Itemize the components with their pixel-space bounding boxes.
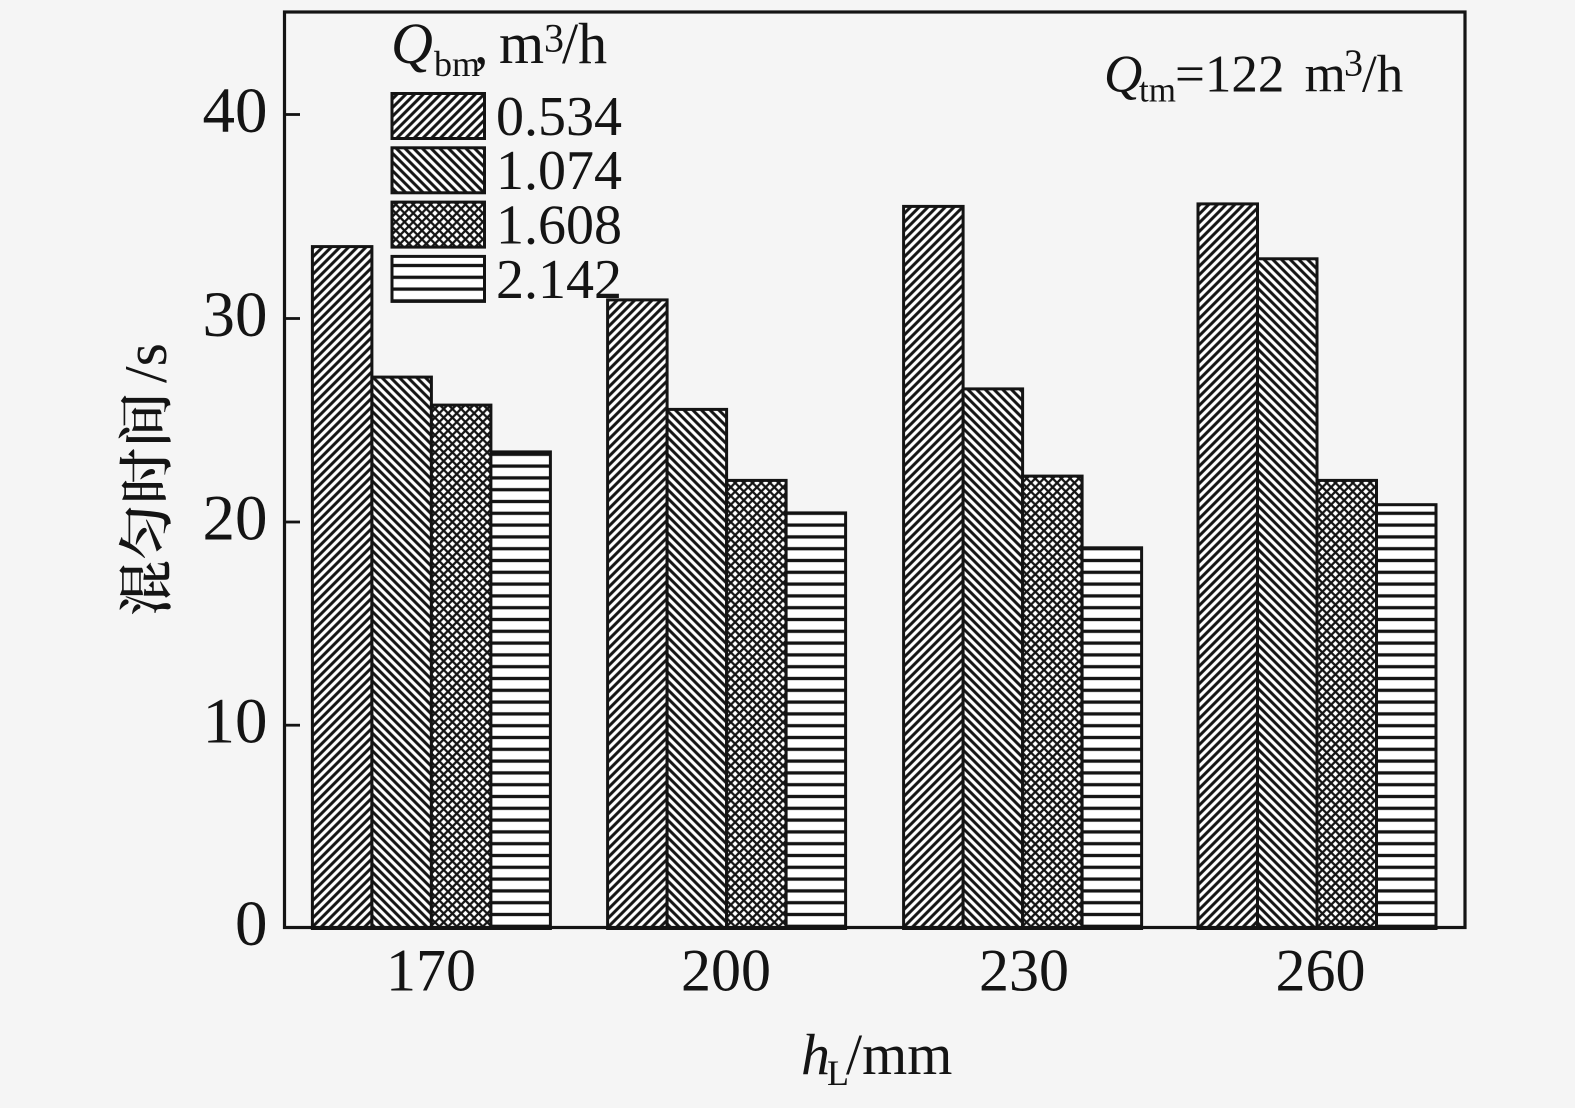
svg-text:/h: /h bbox=[562, 11, 607, 76]
svg-text:0: 0 bbox=[235, 888, 268, 960]
svg-text:170: 170 bbox=[386, 938, 476, 1004]
svg-text:200: 200 bbox=[681, 938, 771, 1004]
svg-text:bm: bm bbox=[434, 44, 480, 84]
svg-text:L: L bbox=[827, 1053, 849, 1093]
svg-text:h: h bbox=[801, 1022, 830, 1087]
svg-text:/mm: /mm bbox=[846, 1022, 952, 1087]
svg-text:1.608: 1.608 bbox=[496, 195, 622, 257]
svg-text:0.534: 0.534 bbox=[496, 86, 622, 148]
svg-text:=122: =122 bbox=[1175, 46, 1284, 104]
svg-text:3: 3 bbox=[544, 16, 564, 61]
svg-text:1.074: 1.074 bbox=[496, 140, 622, 202]
svg-text:m: m bbox=[499, 11, 544, 76]
svg-text:3: 3 bbox=[1344, 43, 1363, 85]
svg-text:,: , bbox=[474, 11, 489, 76]
svg-text:230: 230 bbox=[979, 938, 1069, 1004]
svg-text:/h: /h bbox=[1362, 46, 1403, 104]
svg-text:/s: /s bbox=[113, 343, 179, 383]
svg-text:2.142: 2.142 bbox=[496, 249, 622, 311]
svg-text:40: 40 bbox=[203, 75, 268, 147]
svg-text:tm: tm bbox=[1139, 71, 1176, 110]
svg-text:10: 10 bbox=[203, 686, 268, 758]
svg-text:30: 30 bbox=[203, 279, 268, 351]
svg-text:Q: Q bbox=[1104, 46, 1142, 104]
svg-text:260: 260 bbox=[1276, 938, 1366, 1004]
svg-text:20: 20 bbox=[203, 483, 268, 555]
svg-text:Q: Q bbox=[391, 11, 433, 76]
svg-text:m: m bbox=[1305, 46, 1346, 104]
